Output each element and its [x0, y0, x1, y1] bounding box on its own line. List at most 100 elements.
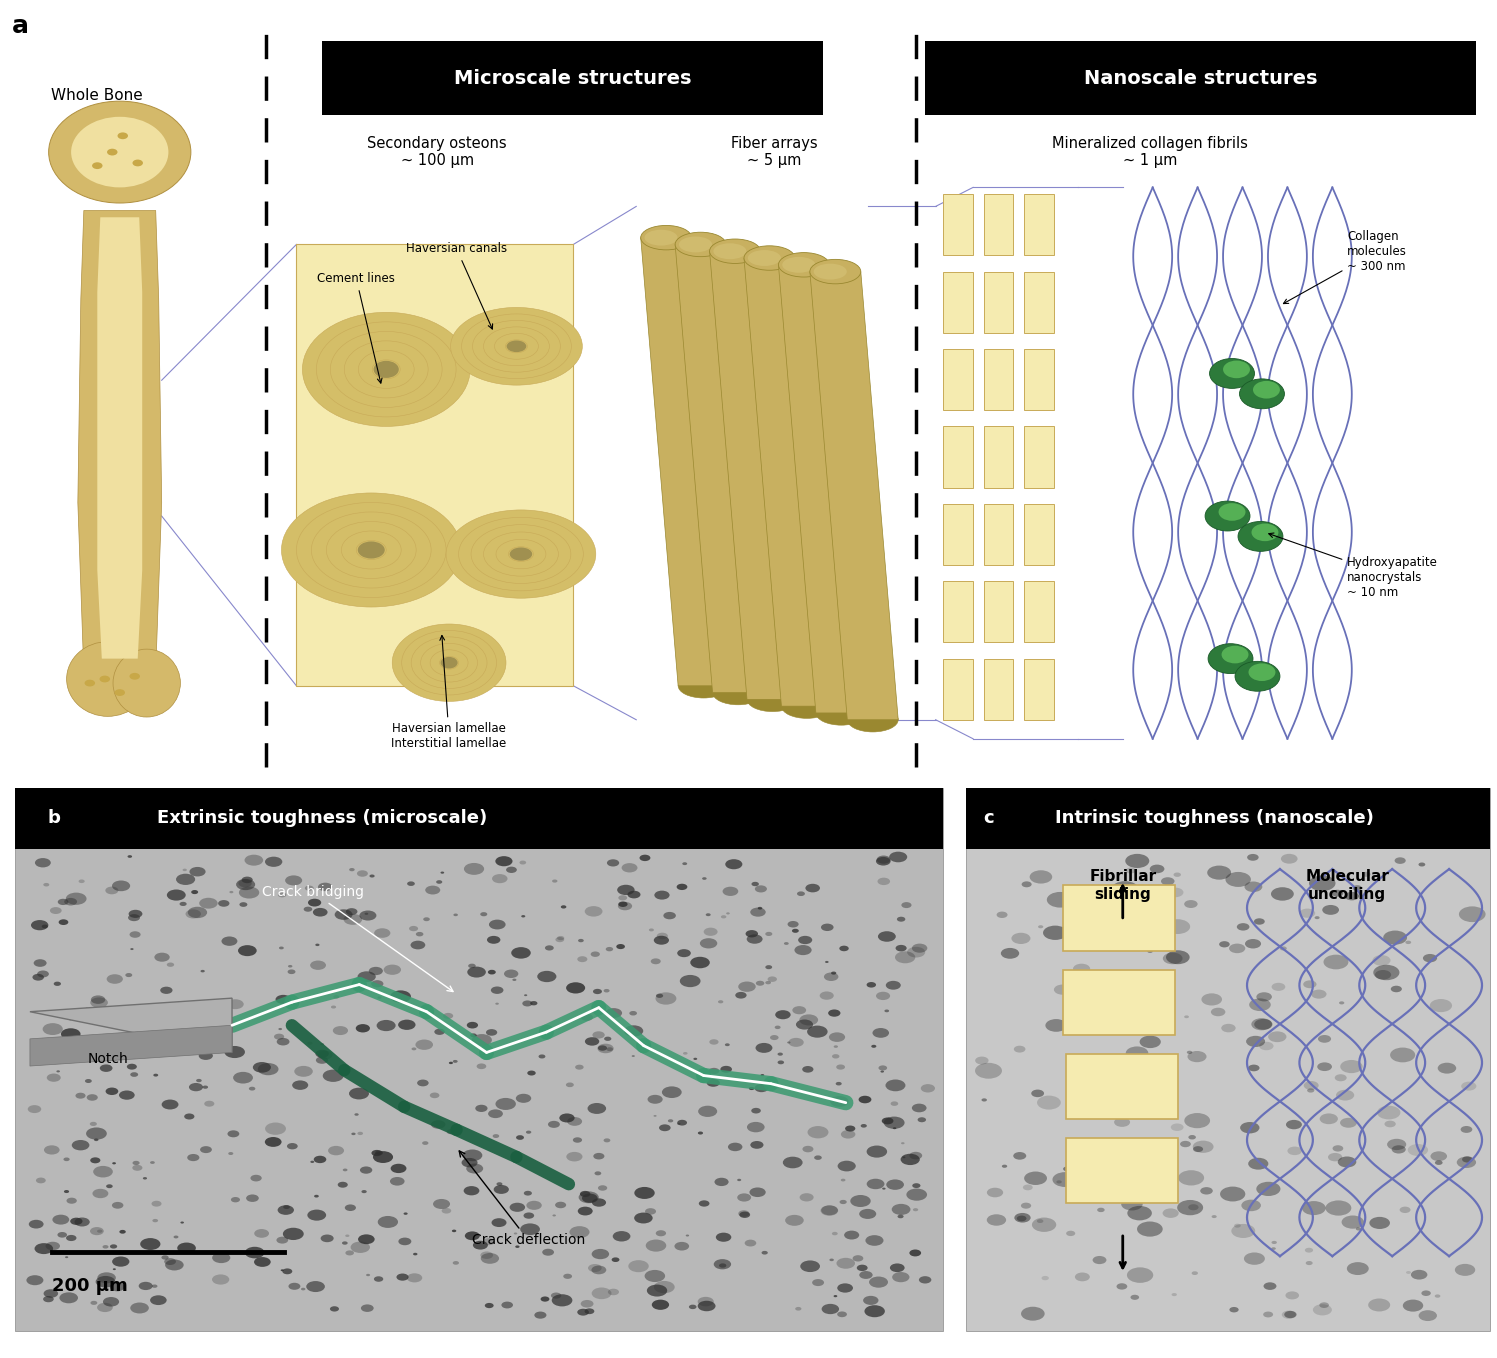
Ellipse shape	[822, 1304, 840, 1315]
Ellipse shape	[246, 1195, 259, 1202]
Ellipse shape	[407, 1274, 422, 1282]
Ellipse shape	[352, 1133, 356, 1135]
Ellipse shape	[174, 1050, 177, 1052]
Ellipse shape	[1322, 904, 1338, 915]
Ellipse shape	[311, 512, 431, 588]
Text: 200 μm: 200 μm	[52, 1277, 129, 1294]
Ellipse shape	[913, 1209, 918, 1211]
Ellipse shape	[1437, 1063, 1457, 1074]
Ellipse shape	[641, 225, 692, 250]
Ellipse shape	[1271, 1247, 1275, 1249]
Ellipse shape	[654, 1281, 675, 1293]
Ellipse shape	[1461, 1082, 1476, 1090]
Ellipse shape	[72, 117, 169, 187]
Ellipse shape	[265, 1137, 281, 1148]
Ellipse shape	[861, 1124, 867, 1127]
Ellipse shape	[166, 889, 186, 900]
Ellipse shape	[678, 674, 729, 698]
Ellipse shape	[756, 1043, 772, 1052]
Ellipse shape	[416, 1039, 433, 1050]
Ellipse shape	[302, 312, 470, 426]
Ellipse shape	[496, 856, 512, 866]
Ellipse shape	[166, 963, 174, 967]
Ellipse shape	[476, 1063, 487, 1069]
Ellipse shape	[106, 974, 123, 983]
Ellipse shape	[108, 149, 117, 156]
Bar	[1024, 426, 1054, 488]
Ellipse shape	[66, 892, 87, 904]
Ellipse shape	[693, 1058, 698, 1061]
Text: Fiber arrays
~ 5 μm: Fiber arrays ~ 5 μm	[731, 136, 817, 168]
Ellipse shape	[138, 1005, 151, 1013]
Ellipse shape	[57, 1070, 60, 1073]
Ellipse shape	[792, 1006, 807, 1014]
Ellipse shape	[635, 1187, 654, 1199]
Ellipse shape	[814, 263, 847, 280]
Ellipse shape	[1013, 1046, 1025, 1052]
Ellipse shape	[1287, 1146, 1302, 1156]
Ellipse shape	[1235, 661, 1280, 691]
Ellipse shape	[702, 877, 707, 880]
Ellipse shape	[1424, 953, 1437, 963]
Ellipse shape	[496, 1097, 516, 1109]
Ellipse shape	[358, 971, 376, 982]
Ellipse shape	[1311, 990, 1326, 998]
Ellipse shape	[747, 687, 798, 712]
Ellipse shape	[783, 257, 816, 273]
Ellipse shape	[891, 1101, 898, 1105]
Ellipse shape	[349, 868, 355, 872]
Ellipse shape	[225, 1046, 246, 1058]
Ellipse shape	[516, 1135, 524, 1139]
Ellipse shape	[578, 1207, 593, 1215]
Ellipse shape	[1189, 1135, 1196, 1139]
Text: c: c	[984, 809, 994, 827]
Ellipse shape	[581, 1014, 593, 1021]
Ellipse shape	[1304, 980, 1316, 989]
Ellipse shape	[901, 1154, 919, 1165]
Ellipse shape	[545, 945, 554, 951]
Bar	[1066, 1054, 1178, 1119]
Ellipse shape	[1103, 1143, 1112, 1148]
Bar	[984, 581, 1013, 642]
Ellipse shape	[1388, 1139, 1406, 1150]
Ellipse shape	[909, 1152, 922, 1160]
Ellipse shape	[552, 880, 557, 883]
Ellipse shape	[1042, 1277, 1049, 1281]
Ellipse shape	[213, 1274, 229, 1285]
Ellipse shape	[165, 1259, 184, 1271]
Ellipse shape	[112, 1268, 115, 1270]
Ellipse shape	[407, 881, 415, 885]
Ellipse shape	[1320, 1114, 1338, 1124]
Ellipse shape	[654, 936, 669, 945]
Ellipse shape	[668, 1119, 674, 1123]
Ellipse shape	[618, 902, 627, 907]
Ellipse shape	[344, 1205, 356, 1211]
Ellipse shape	[975, 1057, 988, 1065]
Ellipse shape	[1308, 876, 1335, 891]
Ellipse shape	[484, 327, 549, 365]
Ellipse shape	[699, 1200, 710, 1207]
Ellipse shape	[540, 1297, 549, 1302]
Ellipse shape	[1385, 1120, 1395, 1127]
Ellipse shape	[1207, 865, 1231, 880]
Ellipse shape	[488, 1109, 503, 1118]
Ellipse shape	[34, 858, 51, 868]
Ellipse shape	[796, 1020, 813, 1029]
Ellipse shape	[722, 915, 726, 918]
Ellipse shape	[222, 937, 238, 945]
Ellipse shape	[1268, 1031, 1286, 1042]
Ellipse shape	[112, 1256, 129, 1267]
Bar	[322, 41, 823, 115]
Ellipse shape	[317, 1051, 332, 1059]
Ellipse shape	[43, 1289, 58, 1298]
Ellipse shape	[719, 1263, 726, 1268]
Bar	[943, 504, 973, 565]
Ellipse shape	[883, 1116, 904, 1128]
Ellipse shape	[865, 1236, 883, 1245]
Ellipse shape	[1184, 1016, 1189, 1018]
Ellipse shape	[527, 1200, 542, 1210]
Ellipse shape	[99, 676, 111, 682]
Ellipse shape	[527, 1070, 536, 1076]
Ellipse shape	[1244, 881, 1262, 892]
Ellipse shape	[834, 1296, 837, 1297]
